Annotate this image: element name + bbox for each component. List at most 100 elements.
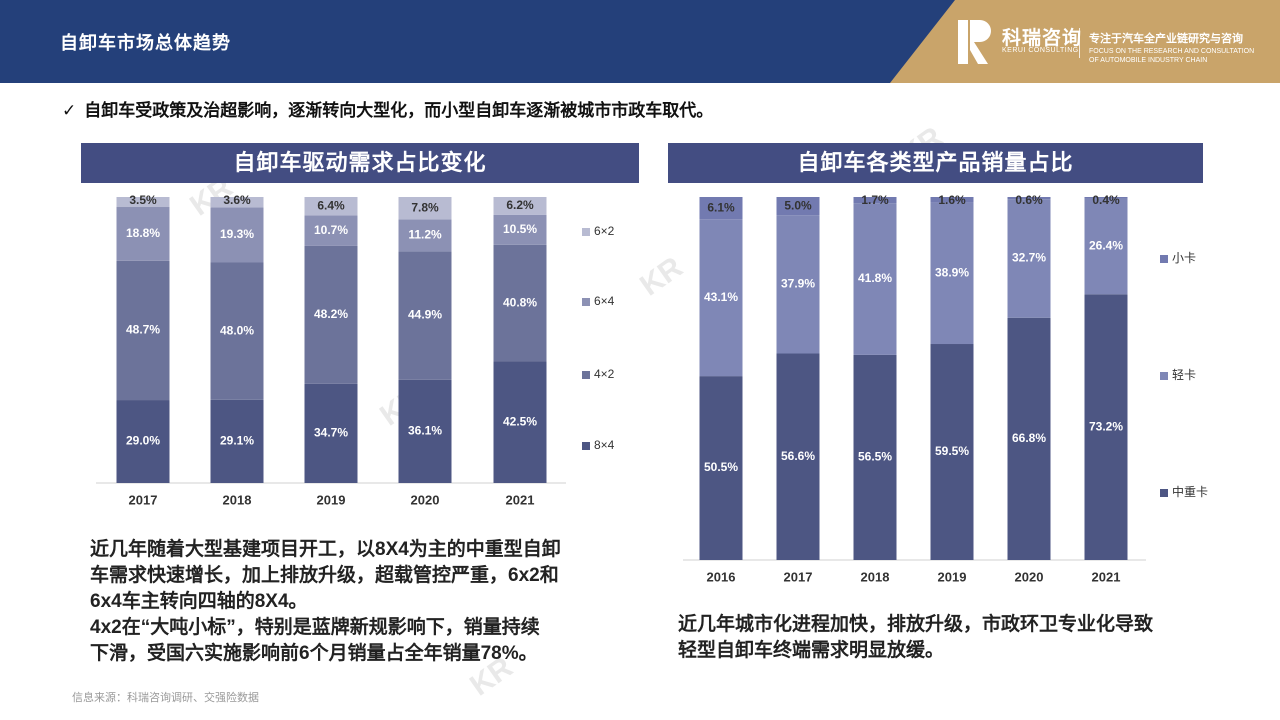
left-legend-swatch <box>582 228 590 236</box>
left-description-line: 4x2在“大吨小标”，特别是蓝牌新规影响下，销量持续 <box>90 617 540 638</box>
left-data-label: 29.1% <box>220 434 254 448</box>
left-data-label: 18.8% <box>126 226 160 240</box>
right-chart-title: 自卸车各类型产品销量占比 <box>668 143 1203 183</box>
left-bar-segment <box>210 262 264 400</box>
right-data-label: 41.8% <box>858 271 892 285</box>
right-bar-segment <box>699 197 743 220</box>
left-data-label: 48.7% <box>126 323 160 337</box>
left-data-label: 6.2% <box>506 198 534 212</box>
right-bar-segment <box>699 376 743 560</box>
right-data-label: 6.1% <box>707 200 735 214</box>
left-bar-segment <box>116 260 170 401</box>
left-bar-segment <box>116 197 170 208</box>
left-data-label: 10.5% <box>503 222 537 236</box>
left-data-label: 7.8% <box>411 200 439 214</box>
left-category-label: 2020 <box>411 492 440 507</box>
right-data-label: 32.7% <box>1012 251 1046 265</box>
right-legend-swatch <box>1160 489 1168 497</box>
right-bar-segment <box>853 197 897 204</box>
right-data-label: 56.6% <box>781 449 815 463</box>
right-legend-swatch <box>1160 255 1168 263</box>
key-point-text: 自卸车受政策及治超影响，逐渐转向大型化，而小型自卸车逐渐被城市市政车取代。 <box>84 101 714 120</box>
right-data-label: 37.9% <box>781 277 815 291</box>
left-category-label: 2017 <box>129 492 158 507</box>
left-legend-label: 6×4 <box>594 294 615 308</box>
left-data-label: 34.7% <box>314 426 348 440</box>
right-bar-segment <box>1084 198 1128 295</box>
watermark-logo: KR <box>634 250 689 303</box>
right-bar-segment <box>930 197 974 203</box>
right-description-line: 近几年城市化进程加快，排放升级，市政环卫专业化导致 <box>678 614 1154 635</box>
right-data-label: 50.5% <box>704 460 738 474</box>
left-bar-segment <box>398 251 452 380</box>
brand-slogan-en: FOCUS ON THE RESEARCH AND CONSULTATION O… <box>1089 48 1255 64</box>
right-bar-segment <box>930 202 974 345</box>
left-data-label: 40.8% <box>503 295 537 309</box>
left-description-line: 近几年随着大型基建项目开工，以8X4为主的中重型自卸 <box>90 539 561 560</box>
right-description-line: 轻型自卸车终端需求明显放缓。 <box>678 640 945 661</box>
left-description-line: 车需求快速增长，加上排放升级，超载管控严重，6x2和 <box>90 565 559 586</box>
right-data-label: 1.7% <box>861 193 889 207</box>
brand-divider <box>1079 28 1080 58</box>
right-category-label: 2018 <box>861 569 890 584</box>
right-bar-segment <box>1007 317 1051 560</box>
left-bar-segment <box>493 361 547 483</box>
left-legend-swatch <box>582 371 590 379</box>
right-data-label: 0.4% <box>1092 193 1120 207</box>
left-data-label: 29.0% <box>126 434 160 448</box>
right-bar-segment <box>1084 294 1128 560</box>
right-data-label: 5.0% <box>784 198 812 212</box>
right-bar-segment <box>1007 199 1051 318</box>
right-bar-segment <box>930 344 974 560</box>
left-bar-segment <box>210 207 264 263</box>
left-data-label: 11.2% <box>408 227 442 241</box>
left-bar-segment <box>210 399 264 483</box>
right-bar-segment <box>776 353 820 560</box>
left-category-label: 2018 <box>223 492 252 507</box>
left-description-line: 6x4车主转向四轴的8X4。 <box>90 591 308 612</box>
right-data-label: 0.6% <box>1015 193 1043 207</box>
left-legend-swatch <box>582 298 590 306</box>
right-bar-segment <box>699 219 743 377</box>
right-category-label: 2017 <box>784 569 813 584</box>
kerui-logo-icon <box>958 20 991 64</box>
right-legend-label: 小卡 <box>1172 251 1196 265</box>
left-bar-segment <box>493 214 547 245</box>
right-bar-segment <box>776 215 820 354</box>
watermark-logo: KR <box>374 380 429 433</box>
left-data-label: 3.5% <box>129 193 157 207</box>
right-data-label: 43.1% <box>704 290 738 304</box>
left-bar-segment <box>116 400 170 483</box>
key-point: ✓ 自卸车受政策及治超影响，逐渐转向大型化，而小型自卸车逐渐被城市市政车取代。 <box>62 96 713 121</box>
right-category-label: 2020 <box>1015 569 1044 584</box>
left-data-label: 48.0% <box>220 323 254 337</box>
left-bar-segment <box>304 245 358 384</box>
left-legend-label: 6×2 <box>594 224 615 238</box>
left-bar-segment <box>304 383 358 483</box>
left-data-label: 44.9% <box>408 308 442 322</box>
right-legend-label: 轻卡 <box>1172 368 1196 382</box>
right-legend-swatch <box>1160 372 1168 380</box>
right-data-label: 1.6% <box>938 193 966 207</box>
left-bar-segment <box>116 207 170 261</box>
brand-name-en: KERUI CONSULTING <box>1002 47 1079 54</box>
left-legend-label: 8×4 <box>594 438 615 452</box>
check-icon: ✓ <box>62 101 77 120</box>
left-data-label: 48.2% <box>314 307 348 321</box>
left-bar-segment <box>493 197 547 215</box>
right-data-label: 66.8% <box>1012 431 1046 445</box>
right-legend-label: 中重卡 <box>1172 484 1208 499</box>
right-bar-segment <box>1084 197 1128 199</box>
left-category-label: 2019 <box>317 492 346 507</box>
right-description: 近几年城市化进程加快，排放升级，市政环卫专业化导致 轻型自卸车终端需求明显放缓。 <box>678 612 1218 664</box>
left-data-label: 36.1% <box>408 424 442 438</box>
left-description: 近几年随着大型基建项目开工，以8X4为主的中重型自卸 车需求快速增长，加上排放升… <box>90 537 620 667</box>
left-data-label: 6.4% <box>317 198 345 212</box>
data-source: 信息来源：科瑞咨询调研、交强险数据 <box>72 692 259 704</box>
brand-banner <box>890 0 1280 83</box>
left-bar-segment <box>304 215 358 246</box>
right-data-label: 56.5% <box>858 450 892 464</box>
left-data-label: 19.3% <box>220 227 254 241</box>
brand-slogan: 专注于汽车全产业链研究与咨询 <box>1089 33 1243 45</box>
right-category-label: 2019 <box>938 569 967 584</box>
